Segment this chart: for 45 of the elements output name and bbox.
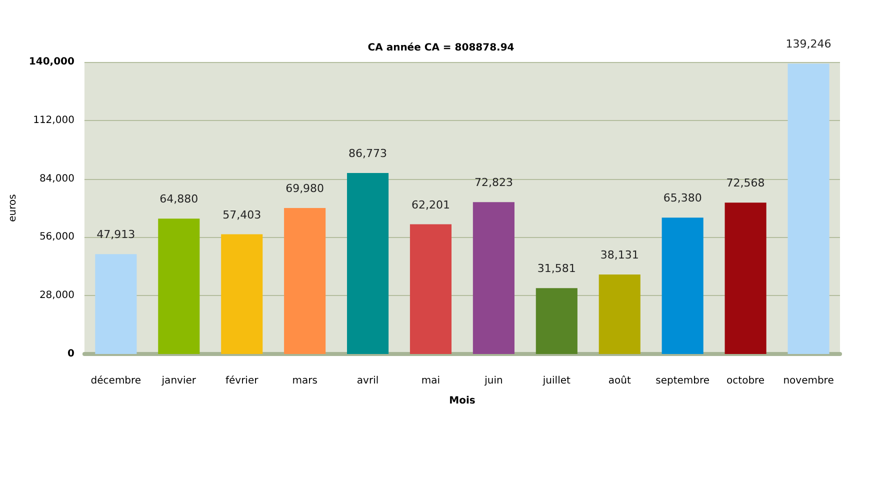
y-tick-label: 140,000	[28, 56, 74, 68]
bar	[410, 224, 452, 354]
bar	[284, 208, 326, 354]
x-tick-label: novembre	[783, 376, 834, 386]
x-tick-label: octobre	[726, 376, 765, 386]
data-label: 65,380	[663, 192, 702, 205]
x-tick-label: juillet	[542, 376, 571, 386]
data-label: 139,246	[786, 38, 832, 51]
y-tick-label: 0	[67, 348, 74, 360]
x-tick-label: avril	[356, 376, 379, 386]
x-tick-label: mars	[292, 376, 318, 386]
bar	[536, 288, 578, 354]
x-tick-label: février	[225, 376, 260, 386]
y-tick-label: 28,000	[39, 290, 74, 302]
chart-title: CA année CA = 808878.94	[368, 42, 514, 54]
y-tick-label: 112,000	[33, 114, 74, 126]
bar	[158, 218, 200, 354]
x-tick-label: décembre	[90, 376, 142, 386]
data-label: 47,913	[96, 228, 136, 242]
data-label: 38,131	[600, 248, 639, 262]
bar	[724, 202, 766, 354]
bar	[788, 64, 830, 354]
x-tick-label: août	[608, 376, 631, 386]
x-axis-title: Mois	[449, 396, 476, 406]
data-label: 31,581	[537, 262, 576, 276]
data-label: 62,201	[411, 198, 450, 212]
x-tick-label: septembre	[656, 376, 710, 386]
x-tick-label: mai	[421, 376, 440, 386]
data-label: 72,568	[726, 176, 765, 190]
y-tick-label: 56,000	[39, 232, 74, 243]
data-label: 72,823	[474, 176, 513, 190]
x-tick-label: janvier	[160, 376, 197, 386]
bar	[347, 173, 389, 354]
bar	[472, 202, 514, 354]
x-tick-label: juin	[484, 376, 503, 386]
bar	[598, 274, 640, 354]
y-axis-title: euros	[8, 194, 18, 222]
data-label: 57,403	[222, 208, 262, 222]
y-tick-label: 84,000	[39, 173, 74, 184]
bar	[662, 218, 704, 354]
bar	[221, 234, 263, 354]
data-label: 69,980	[286, 182, 324, 196]
bar	[95, 254, 137, 354]
data-label: 86,773	[348, 147, 388, 160]
data-label: 64,880	[160, 192, 198, 206]
